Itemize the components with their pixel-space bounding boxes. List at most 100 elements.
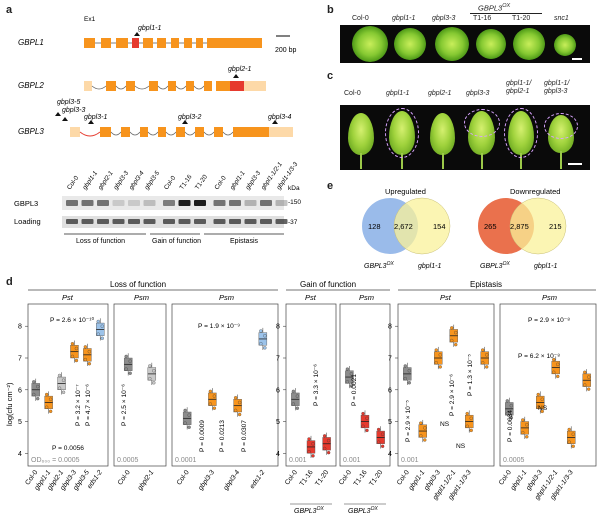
data-point xyxy=(124,354,128,359)
x-group-label: GBPL3OX xyxy=(294,506,324,515)
data-point xyxy=(583,383,587,387)
leaf-line-label: Col-0 xyxy=(344,90,361,97)
data-point xyxy=(212,394,217,398)
data-point xyxy=(481,361,485,365)
data-point xyxy=(536,392,540,397)
y-tick-label: 4 xyxy=(388,451,392,458)
data-point xyxy=(148,364,152,368)
data-point xyxy=(345,380,350,384)
data-point xyxy=(403,376,407,381)
panel-c-label: c xyxy=(327,70,334,82)
data-point xyxy=(380,432,385,436)
blot-lane-label: Col-0 xyxy=(66,174,81,191)
gene-model-gbpl3 xyxy=(70,127,293,137)
x-tick-label: Col-0 xyxy=(396,469,411,486)
gene-name-gbpl1: GBPL1 xyxy=(18,38,44,47)
data-point xyxy=(552,357,556,362)
loading-band xyxy=(275,219,288,224)
p-value-label: NS xyxy=(456,443,466,450)
insertion-arrow-icon xyxy=(233,74,239,78)
venn-down-right xyxy=(509,197,567,255)
data-point xyxy=(83,357,88,362)
gene-model-gbpl2 xyxy=(84,81,266,91)
leaf-line-label: gbpl1-1/ gbpl3-3 xyxy=(544,80,570,95)
data-point xyxy=(36,384,40,389)
data-point xyxy=(349,384,354,388)
data-point xyxy=(148,376,152,381)
allele-gbpl3-5: gbpl3-5 xyxy=(57,99,80,106)
loading-band xyxy=(213,219,226,224)
allele-gbpl3-2: gbpl3-2 xyxy=(178,114,201,121)
y-tick-label: 7 xyxy=(388,356,392,363)
panel-d-label: d xyxy=(6,276,13,288)
data-point xyxy=(485,353,489,357)
y-tick-label: 6 xyxy=(276,387,280,394)
x-tick-label: eds1-2 xyxy=(249,469,267,490)
subplot-title: Pst xyxy=(440,293,452,302)
data-point xyxy=(233,396,238,400)
y-tick-label: 4 xyxy=(18,451,22,458)
x-tick-label: Col-0 xyxy=(284,469,299,486)
venn-up-left-name: GBPL3OX xyxy=(364,261,394,270)
data-point xyxy=(423,438,427,442)
venn-up-right xyxy=(393,197,451,255)
data-point xyxy=(311,454,315,458)
data-point xyxy=(365,416,369,421)
data-point xyxy=(438,365,442,369)
blot-band xyxy=(213,200,226,206)
gene-model-gbpl1 xyxy=(84,38,262,48)
data-point xyxy=(525,435,529,439)
data-point xyxy=(152,381,156,385)
data-point xyxy=(48,397,53,401)
p-value-label: P = 2.9 × 10⁻⁸ xyxy=(528,317,570,324)
data-point xyxy=(419,434,423,438)
leaf-photo xyxy=(340,105,590,170)
data-point xyxy=(465,424,469,428)
group-epistasis: Epistasis xyxy=(470,280,502,289)
data-point xyxy=(44,392,49,397)
data-point xyxy=(70,342,75,346)
p-value-label: P = 2.9 × 10⁻⁶ xyxy=(449,374,456,416)
marker-37: -37 xyxy=(288,219,298,226)
data-point xyxy=(567,427,571,432)
blot-band xyxy=(244,200,257,206)
p-value-label: P = 3.2 × 10⁻⁷ xyxy=(75,384,82,426)
data-point xyxy=(469,428,473,433)
venn-up-left-count: 128 xyxy=(368,222,381,231)
data-point xyxy=(152,369,156,373)
data-point xyxy=(183,421,187,425)
rosette-line-label: T1-16 xyxy=(473,15,492,22)
p-value-label: P = 6.2 × 10⁻⁸ xyxy=(518,353,560,360)
data-point xyxy=(74,358,79,363)
blot-lane-label: gbpl3-5 xyxy=(143,170,161,192)
p-value-label: NS xyxy=(538,405,548,412)
y-tick-label: 5 xyxy=(18,419,22,426)
data-point xyxy=(32,392,36,397)
data-point xyxy=(83,345,88,349)
y-tick-label: 6 xyxy=(388,387,392,394)
data-point xyxy=(208,389,213,394)
subplot-footnote: OD₆₀₀ = 0.0005 xyxy=(31,457,80,464)
western-blot: Col-0 gbpl1-1gbpl2-1gbpl3-3gbpl3-4gbpl3-5… xyxy=(14,161,301,245)
y-tick-label: 7 xyxy=(18,356,22,363)
data-point xyxy=(536,405,540,409)
data-point xyxy=(128,371,132,375)
p-value-label: P = 2.5 × 10⁻⁶ xyxy=(121,384,128,426)
data-point xyxy=(485,365,489,369)
data-point xyxy=(465,411,469,416)
data-point xyxy=(326,438,331,443)
venn-up-title: Upregulated xyxy=(385,187,426,196)
allele-gbpl3-3: gbpl3-3 xyxy=(62,107,85,114)
data-point xyxy=(295,406,300,410)
data-point xyxy=(361,411,365,416)
x-tick-label: T1-16 xyxy=(299,469,315,488)
venn-down-title: Downregulated xyxy=(510,187,560,196)
panel-b-labels: Col-0 gbpl1-1 gbpl3-3 T1-16 T1-20 snc1 xyxy=(340,15,590,25)
subplot-footnote: 0.0001 xyxy=(175,457,197,464)
data-point xyxy=(87,362,92,366)
data-point xyxy=(365,428,369,433)
y-tick-label: 8 xyxy=(18,324,22,331)
allele-gbpl3-4: gbpl3-4 xyxy=(268,114,291,121)
data-point xyxy=(291,402,296,406)
data-point xyxy=(187,413,191,417)
